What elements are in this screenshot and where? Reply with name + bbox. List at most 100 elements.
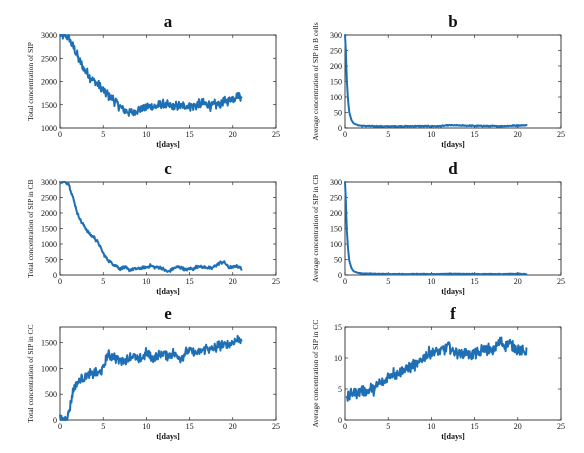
y-tick-label: 1000 xyxy=(41,124,57,133)
y-axis-label: Total concentration of SIP in CC xyxy=(26,324,35,422)
x-tick-label: 15 xyxy=(186,130,194,139)
x-tick-label: 10 xyxy=(142,422,150,431)
series-line xyxy=(59,34,243,117)
panel-b: b0 5 10 15 20 25050100150200250300t[days]Aver… xyxy=(311,12,565,149)
y-tick-label: 1500 xyxy=(41,339,57,348)
y-tick-label: 0 xyxy=(53,416,57,425)
y-tick-label: 300 xyxy=(330,31,342,40)
y-tick-label: 100 xyxy=(330,240,342,249)
panel-title: f xyxy=(450,304,456,323)
x-tick-label: 0 xyxy=(343,130,347,139)
x-tick-label: 20 xyxy=(229,130,237,139)
y-tick-label: 1000 xyxy=(41,364,57,373)
panel-c: c 0 5 10 15 20 25 0 500 1000 1500 2000 2500 3000 t[day… xyxy=(26,159,280,296)
y-tick-label: 2000 xyxy=(41,209,57,218)
x-tick-label: 5 xyxy=(101,422,105,431)
x-tick-label: 5 xyxy=(101,130,105,139)
x-tick-label: 25 xyxy=(557,130,565,139)
y-tick-label: 500 xyxy=(45,256,57,265)
plot-frame xyxy=(344,181,562,276)
y-tick-label: 10 xyxy=(334,354,342,363)
series-line xyxy=(59,334,243,421)
y-tick-label: 300 xyxy=(330,178,342,187)
y-tick-label: 500 xyxy=(45,390,57,399)
x-tick-label: 5 xyxy=(386,422,390,431)
x-tick-label: 0 xyxy=(343,277,347,286)
y-tick-label: 2500 xyxy=(41,194,57,203)
x-tick-label: 5 xyxy=(101,277,105,286)
y-tick-label: 1500 xyxy=(41,101,57,110)
x-tick-label: 15 xyxy=(471,277,479,286)
y-axis-label: Average concentration of SIP in CC xyxy=(311,320,320,428)
panel-title: d xyxy=(448,159,458,178)
y-tick-label: 5 xyxy=(338,385,342,394)
y-tick-label: 150 xyxy=(330,225,342,234)
plot-frame xyxy=(344,326,562,421)
y-tick-label: 0 xyxy=(338,271,342,280)
x-tick-label: 15 xyxy=(471,130,479,139)
x-tick-label: 20 xyxy=(514,277,522,286)
plot-frame xyxy=(59,181,277,276)
panel-title: e xyxy=(164,304,172,323)
y-tick-label: 3000 xyxy=(41,178,57,187)
panel-title: a xyxy=(164,12,173,31)
x-axis-label: t[days] xyxy=(156,140,180,149)
x-tick-label: 0 xyxy=(58,130,62,139)
panel-d: d0 5 10 15 20 25050100150200250300t[days]Aver… xyxy=(311,159,565,296)
x-tick-label: 10 xyxy=(427,277,435,286)
x-tick-label: 20 xyxy=(514,422,522,431)
x-tick-label: 0 xyxy=(58,422,62,431)
x-tick-label: 5 xyxy=(386,277,390,286)
y-tick-label: 2000 xyxy=(41,78,57,87)
x-axis-label: t[days] xyxy=(156,432,180,441)
y-tick-label: 100 xyxy=(330,93,342,102)
y-tick-label: 250 xyxy=(330,47,342,56)
panel-title: c xyxy=(164,159,172,178)
x-tick-label: 25 xyxy=(272,422,280,431)
y-axis-label: Average concentration of SIP in CB xyxy=(311,175,320,283)
y-tick-label: 150 xyxy=(330,78,342,87)
y-tick-label: 1000 xyxy=(41,240,57,249)
x-tick-label: 20 xyxy=(514,130,522,139)
x-tick-label: 25 xyxy=(557,277,565,286)
y-axis-label: Average concentration of SIP in B cells xyxy=(311,22,320,140)
x-tick-label: 15 xyxy=(186,422,194,431)
y-tick-label: 250 xyxy=(330,194,342,203)
panel-title: b xyxy=(448,12,457,31)
x-tick-label: 10 xyxy=(142,277,150,286)
y-tick-label: 3000 xyxy=(41,31,57,40)
panel-e: e 0 5 10 15 20 25 0 500 1000 1500 t[days] Total conc… xyxy=(26,304,280,441)
x-tick-label: 10 xyxy=(142,130,150,139)
x-tick-label: 25 xyxy=(272,277,280,286)
y-axis-label: Total concentration of SIP in CB xyxy=(26,179,35,277)
y-axis-label: Total concentration of SIP xyxy=(26,42,35,121)
y-tick-label: 200 xyxy=(330,62,342,71)
x-tick-label: 15 xyxy=(471,422,479,431)
series-line xyxy=(344,34,528,128)
y-tick-label: 200 xyxy=(330,209,342,218)
series-line xyxy=(345,336,528,402)
x-axis-label: t[days] xyxy=(441,287,465,296)
x-tick-label: 0 xyxy=(58,277,62,286)
plot-frame xyxy=(344,34,562,129)
x-tick-label: 10 xyxy=(427,130,435,139)
y-tick-label: 50 xyxy=(334,109,342,118)
panel-a: a 0 5 10 15 20 25 1000 1500 2000 2500 3000 t[days] To… xyxy=(26,12,280,149)
x-tick-label: 10 xyxy=(427,422,435,431)
y-tick-label: 0 xyxy=(53,271,57,280)
y-tick-label: 1500 xyxy=(41,225,57,234)
series-line xyxy=(59,181,243,273)
x-tick-label: 0 xyxy=(343,422,347,431)
panel-f: f 0 5 10 15 20 25 0 5 10 15 t[days] Average concentr… xyxy=(311,304,565,441)
y-tick-label: 2500 xyxy=(41,54,57,63)
y-tick-label: 0 xyxy=(338,416,342,425)
y-tick-label: 15 xyxy=(334,323,342,332)
x-tick-label: 5 xyxy=(386,130,390,139)
x-tick-label: 25 xyxy=(557,422,565,431)
x-tick-label: 25 xyxy=(272,130,280,139)
series-line xyxy=(344,181,528,276)
x-tick-label: 15 xyxy=(186,277,194,286)
y-tick-label: 0 xyxy=(338,124,342,133)
x-tick-label: 20 xyxy=(229,422,237,431)
